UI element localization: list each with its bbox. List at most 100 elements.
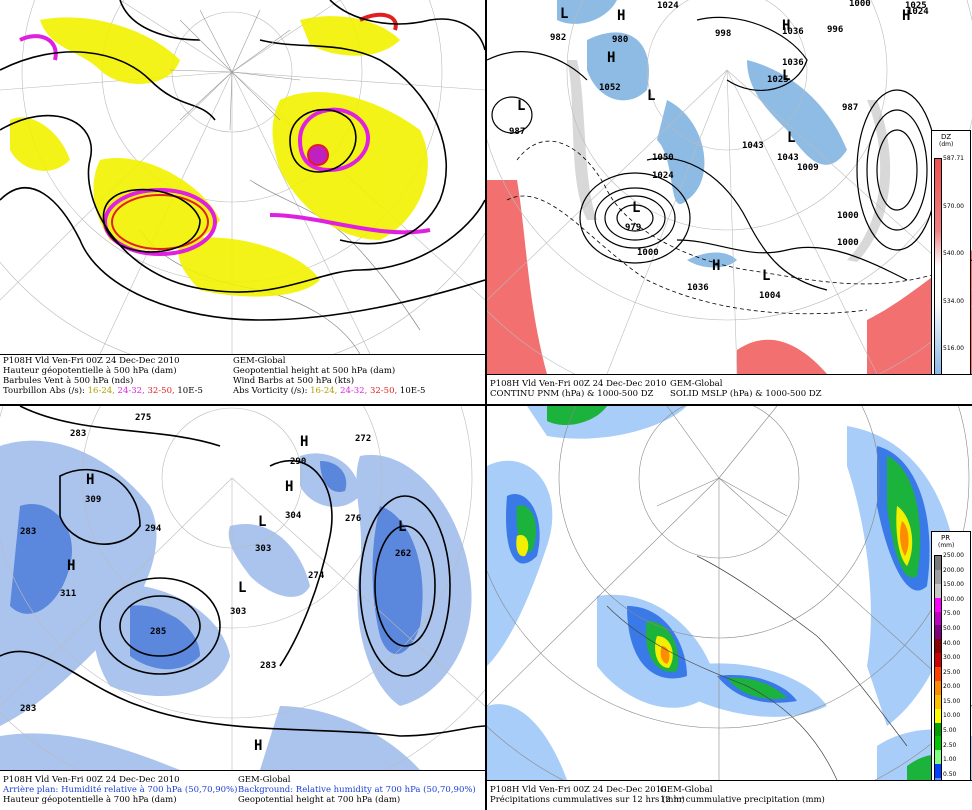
- map-value-label: 1009: [797, 163, 819, 173]
- legend-tick-label: 5.00: [943, 727, 957, 735]
- svg-text:H: H: [902, 8, 910, 24]
- legend-color-step: [935, 667, 941, 681]
- thickness-legend: DZ (dm) 587.71570.00540.00534.00516.0051…: [931, 130, 971, 402]
- legend-tick-label: 587.71: [943, 155, 964, 162]
- isobars: [487, 16, 938, 291]
- legend-color-step: [935, 653, 941, 667]
- legend-color-step: [935, 597, 941, 612]
- map-value-label: 276: [345, 514, 361, 524]
- legend-color-step: [935, 750, 941, 765]
- map-value-label: 996: [827, 25, 843, 35]
- map-value-label: 1036: [687, 283, 709, 293]
- thickness-contours: [506, 140, 972, 315]
- legend-tick-label: 516.00: [943, 345, 964, 353]
- legend-color-step: [935, 639, 941, 654]
- legend-color-step: [935, 680, 941, 695]
- graticule: [487, 0, 972, 374]
- svg-text:H: H: [782, 18, 790, 34]
- legend-tick-label: 570.00: [943, 202, 964, 210]
- model-name: GEM-Global: [660, 785, 713, 795]
- caption-mslp: P108H Vld Ven-Fri 00Z 24 Dec-Dec 2010 GEM…: [487, 374, 972, 404]
- map-value-label: 1024: [652, 171, 674, 181]
- barbs-label-en: Wind Barbs at 500 hPa (kts): [233, 376, 355, 386]
- legend-tick-label: 30.00: [943, 654, 961, 662]
- panel-700hpa-rh: 283 275 272 309 294 304 276 290 283 303 303 274 262 3…: [0, 406, 485, 810]
- map-value-label: 1043: [742, 141, 764, 151]
- caption-700hpa: P108H Vld Ven-Fri 00Z 24 Dec-Dec 2010 GEM…: [0, 770, 485, 810]
- map-value-label: 1000: [837, 238, 859, 248]
- legend-tick-label: 200.00: [943, 566, 964, 574]
- legend-tick-label: 0.50: [943, 770, 957, 778]
- map-value-label: 1036: [782, 27, 804, 37]
- legend-title: DZ: [941, 133, 952, 141]
- caption-500hpa: P108H Vld Ven-Fri 00Z 24 Dec-Dec 2010 GEM…: [0, 354, 485, 404]
- legend-tick-label: 250.00: [943, 552, 964, 559]
- panel-mslp-thickness: 982 980 1024 998 1036 1000 996 1024 1025 1052 1025…: [487, 0, 972, 404]
- valid-time-fr: P108H Vld Ven-Fri 00Z 24 Dec-Dec 2010: [490, 785, 667, 795]
- valid-time-fr: P108H Vld Ven-Fri 00Z 24 Dec-Dec 2010: [3, 775, 180, 785]
- map-value-label: 982: [550, 33, 566, 43]
- thickness-grey-area: [567, 60, 891, 262]
- legend-tick-label: 534.00: [943, 297, 964, 305]
- svg-text:L: L: [398, 519, 406, 535]
- legend-title: PR: [941, 534, 951, 542]
- model-name: GEM-Global: [233, 356, 286, 366]
- legend-tick-label: 10.00: [943, 712, 961, 720]
- map-500hpa: [0, 0, 485, 354]
- vorticity-16-24-area: [10, 16, 428, 297]
- legend-color-step: [935, 694, 941, 709]
- barbs-label-fr: Barbules Vent à 500 hPa (nds): [3, 376, 134, 386]
- height-500-contours: [0, 0, 485, 321]
- legend-tick-label: 2.50: [943, 741, 957, 749]
- panel-500hpa-vorticity: P108H Vld Ven-Fri 00Z 24 Dec-Dec 2010 GEM…: [0, 0, 485, 404]
- svg-text:H: H: [67, 558, 75, 574]
- map-value-label: 262: [395, 549, 411, 559]
- height-label-fr: Hauteur géopotentielle à 700 hPa (dam): [3, 795, 177, 805]
- graticule: [0, 406, 485, 770]
- graticule: [487, 406, 972, 780]
- legend-color-step: [935, 583, 941, 598]
- svg-text:L: L: [560, 6, 568, 22]
- svg-text:L: L: [782, 68, 790, 84]
- map-value-label: 1036: [782, 58, 804, 68]
- graticule: [0, 0, 485, 354]
- svg-text:L: L: [762, 268, 770, 284]
- svg-text:H: H: [254, 738, 262, 754]
- map-value-label: 987: [509, 127, 525, 137]
- map-value-label: 1000: [637, 248, 659, 258]
- svg-text:H: H: [285, 479, 293, 495]
- legend-tick-label: 1.00: [943, 756, 957, 764]
- valid-time-fr: P108H Vld Ven-Fri 00Z 24 Dec-Dec 2010: [490, 379, 667, 389]
- vorticity-label-en: Abs Vorticity (/s): 16-24, 24-32, 32-50,…: [233, 386, 426, 396]
- map-700hpa: 283 275 272 309 294 304 276 290 283 303 303 274 262 3…: [0, 406, 485, 770]
- caption-precipitation: P108H Vld Ven-Fri 00Z 24 Dec-Dec 2010 GEM…: [487, 780, 972, 810]
- panel-precipitation: PR (mm) 250.00 200.00 150.00 100.00 75.00 50.…: [487, 406, 972, 810]
- map-value-label: 1025: [905, 1, 927, 11]
- svg-text:H: H: [712, 258, 720, 274]
- height-700-contours: [0, 406, 485, 737]
- map-value-label: 303: [230, 607, 246, 617]
- map-value-label: 272: [355, 434, 371, 444]
- map-precipitation: [487, 406, 972, 780]
- precipitation-area: [487, 406, 972, 780]
- map-value-label: 1052: [599, 83, 621, 93]
- map-value-label: 1025: [767, 75, 789, 85]
- wind-barbs: [169, 9, 301, 131]
- mslp-label-en: SOLID MSLP (hPa) & 1000-500 DZ: [670, 389, 822, 399]
- map-value-label: 1000: [849, 0, 871, 9]
- map-value-label: 294: [145, 524, 162, 534]
- map-value-label: 275: [135, 413, 151, 423]
- map-value-label: 304: [285, 511, 302, 521]
- height-label-en: Geopotential height at 700 hPa (dam): [238, 795, 401, 805]
- map-value-label: 987: [842, 103, 858, 113]
- legend-tick-label: 50.00: [943, 624, 961, 632]
- map-value-label: 1043: [777, 153, 799, 163]
- svg-text:L: L: [258, 514, 266, 530]
- legend-unit: (mm): [938, 542, 955, 549]
- legend-color-bar: [934, 158, 942, 398]
- map-value-label: 1050: [652, 153, 674, 163]
- legend-color-step: [935, 611, 941, 626]
- valid-time-fr: P108H Vld Ven-Fri 00Z 24 Dec-Dec 2010: [3, 356, 180, 366]
- legend-tick-label: 40.00: [943, 639, 961, 647]
- precip-label-fr: Précipitations cummulatives sur 12 hrs (…: [490, 795, 685, 805]
